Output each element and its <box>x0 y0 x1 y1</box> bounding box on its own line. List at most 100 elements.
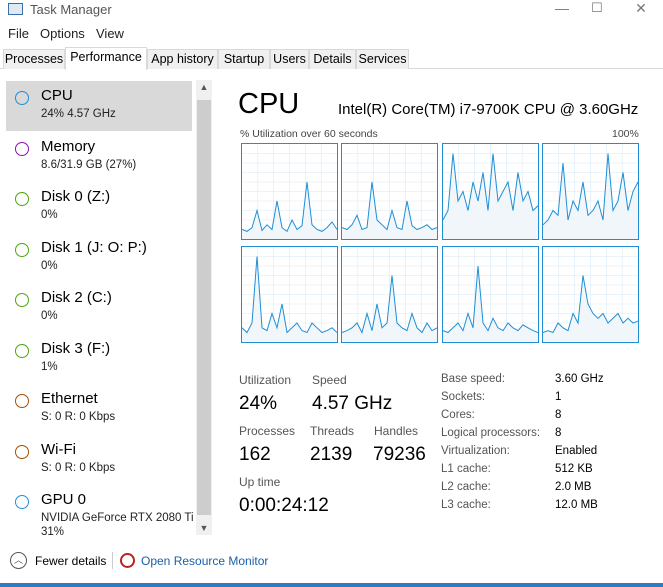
tab-startup[interactable]: Startup <box>218 49 270 69</box>
core-graph-1 <box>341 143 438 240</box>
processes-value: 162 <box>239 444 271 465</box>
processes-label: Processes <box>239 424 296 438</box>
sidebar-item-disk-2-c[interactable]: Disk 2 (C:) 0% <box>6 283 192 333</box>
sidebar-item-label: Memory <box>41 137 96 155</box>
speed-value: 4.57 GHz <box>312 393 393 414</box>
sidebar-item-cpu[interactable]: CPU 24% 4.57 GHz <box>6 81 192 131</box>
core-graph-4 <box>241 246 338 343</box>
scroll-up-icon[interactable]: ▲ <box>199 82 209 92</box>
status-circle-icon <box>15 343 29 358</box>
tab-details[interactable]: Details <box>309 49 356 69</box>
sidebar-item-label: CPU <box>41 87 73 104</box>
sidebar-item-gpu-0[interactable]: GPU 0 NVIDIA GeForce RTX 2080 Ti 31% <box>6 485 194 538</box>
utilization-line <box>342 275 437 334</box>
core-graph-7 <box>542 246 639 343</box>
sidebar-scrollbar[interactable]: ▲ ▼ <box>196 80 212 535</box>
menu-options[interactable]: Options <box>40 26 85 41</box>
sidebar-item-wi-fi[interactable]: Wi-Fi S: 0 R: 0 Kbps <box>6 435 192 485</box>
close-button[interactable]: ✕ <box>635 0 647 16</box>
taskbar-edge <box>0 583 663 587</box>
speed-label: Speed <box>312 373 347 387</box>
core-graph-6 <box>442 246 539 343</box>
tab-services[interactable]: Services <box>356 49 409 69</box>
status-circle-icon <box>15 192 29 206</box>
utilization-line <box>342 181 437 231</box>
core-graph-3 <box>542 143 639 240</box>
spec-value: 3.60 GHz <box>555 373 604 385</box>
fewer-details-button[interactable]: Fewer details <box>35 554 107 568</box>
status-circle-icon <box>15 242 29 257</box>
spec-label: Sockets: <box>441 391 486 403</box>
sidebar-item-value: 1% <box>41 360 58 373</box>
cpu-model: Intel(R) Core(TM) i7-9700K CPU @ 3.60GHz <box>338 101 639 118</box>
utilization-value: 24% <box>239 393 278 414</box>
threads-value: 2139 <box>310 444 353 465</box>
threads-label: Threads <box>310 424 355 438</box>
utilization-area <box>342 275 437 342</box>
tab-app-history[interactable]: App history <box>147 49 218 69</box>
open-resource-monitor-link[interactable]: Open Resource Monitor <box>141 554 269 568</box>
menu-file[interactable]: File <box>8 26 29 41</box>
tab-performance[interactable]: Performance <box>65 47 147 70</box>
sidebar-item-memory[interactable]: Memory 8.6/31.9 GB (27%) <box>6 132 192 182</box>
utilization-area <box>242 256 337 342</box>
handles-value: 79236 <box>373 444 426 465</box>
spec-label: Base speed: <box>441 373 505 385</box>
spec-value: 512 KB <box>555 463 593 475</box>
spec-value: Enabled <box>555 445 598 457</box>
spec-label: Cores: <box>441 409 475 421</box>
spec-label: Logical processors: <box>441 427 541 439</box>
status-circle-icon <box>15 141 29 156</box>
page-title: CPU <box>238 88 300 120</box>
utilization-line <box>543 275 638 334</box>
spec-value: 8 <box>555 427 562 439</box>
utilization-line <box>443 265 538 334</box>
sidebar-item-label: Disk 1 (J: O: P:) <box>41 238 147 256</box>
spec-label: Virtualization: <box>441 445 510 457</box>
sidebar-item-disk-3-f[interactable]: Disk 3 (F:) 1% <box>6 334 192 384</box>
sidebar-item-value: S: 0 R: 0 Kbps <box>41 411 116 423</box>
status-circle-icon <box>15 394 29 408</box>
utilization-line <box>543 153 638 226</box>
divider <box>112 552 113 569</box>
utilization-label: Utilization <box>239 373 292 387</box>
sidebar-item-label: Wi-Fi <box>41 440 76 458</box>
resource-sidebar: CPU 24% 4.57 GHz Memory 8.6/31.9 GB (27%… <box>0 70 213 540</box>
sidebar-item-label: Disk 2 (C:) <box>41 289 112 306</box>
core-graph-5 <box>341 246 438 343</box>
tab-bar: Processes Performance App history Startu… <box>0 47 663 70</box>
utilization-area <box>443 153 538 239</box>
spec-label: L2 cache: <box>441 481 491 493</box>
graph-label: % Utilization over 60 seconds <box>240 128 378 140</box>
graph-max-label: 100% <box>612 128 639 140</box>
sidebar-item-value: 0% <box>41 209 58 221</box>
status-circle-icon <box>15 293 29 307</box>
uptime-label: Up time <box>239 475 281 489</box>
sidebar-item-value: 24% 4.57 GHz <box>41 108 116 120</box>
maximize-button[interactable]: ☐ <box>591 0 603 15</box>
sidebar-item-disk-1-j-o-p[interactable]: Disk 1 (J: O: P:) 0% <box>6 233 192 283</box>
scrollbar-thumb[interactable] <box>197 100 211 515</box>
sidebar-item-ethernet[interactable]: Ethernet S: 0 R: 0 Kbps <box>6 384 192 434</box>
sidebar-item-label: GPU 0 <box>41 491 87 508</box>
minimize-button[interactable]: — <box>555 0 569 16</box>
sidebar-item-value: 0% <box>41 310 58 322</box>
sidebar-item-value: NVIDIA GeForce RTX 2080 Ti <box>41 512 194 524</box>
menu-view[interactable]: View <box>96 26 124 41</box>
footer: ︿ Fewer details Open Resource Monitor <box>0 547 663 575</box>
core-graph-2 <box>442 143 539 240</box>
utilization-line <box>443 153 538 221</box>
tab-processes[interactable]: Processes <box>3 49 65 69</box>
tab-users[interactable]: Users <box>270 49 309 69</box>
sidebar-item-disk-0-z[interactable]: Disk 0 (Z:) 0% <box>6 182 192 232</box>
utilization-area <box>342 182 437 239</box>
uptime-value: 0:00:24:12 <box>239 495 329 516</box>
chevron-up-icon[interactable]: ︿ <box>10 552 27 569</box>
utilization-line <box>242 256 337 334</box>
sidebar-item-value: 8.6/31.9 GB (27%) <box>41 158 137 171</box>
sidebar-item-value: S: 0 R: 0 Kbps <box>41 461 116 474</box>
utilization-line <box>242 181 337 233</box>
spec-label: L3 cache: <box>441 499 491 511</box>
status-circle-icon <box>15 495 29 509</box>
scroll-down-icon[interactable]: ▼ <box>199 523 209 533</box>
